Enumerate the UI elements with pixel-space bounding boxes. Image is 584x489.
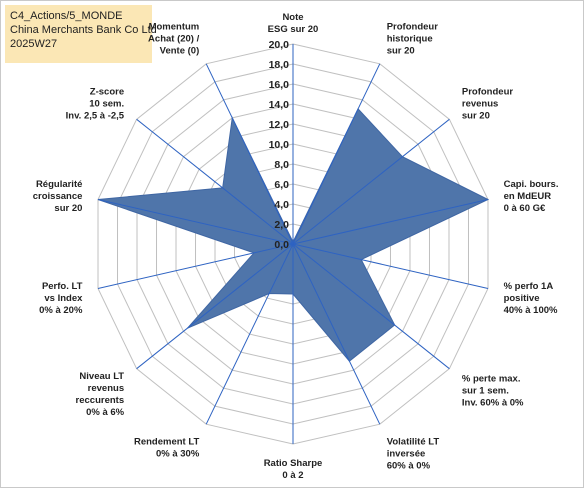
axis-label-12: Z-score 10 sem. Inv. 2,5 à -2,5 bbox=[66, 87, 125, 122]
axis-spoke-6 bbox=[292, 243, 381, 425]
axis-label-line: sur 1 sem. bbox=[462, 385, 509, 396]
tick-label: 4,0 bbox=[274, 199, 289, 211]
axis-label-line: Profondeur bbox=[387, 21, 438, 32]
axis-label-line: historique bbox=[387, 33, 433, 44]
axis-label-line: Perfo. LT bbox=[42, 281, 83, 292]
axis-label-line: Niveau LT bbox=[79, 371, 124, 382]
axis-label-line: Régularité bbox=[36, 179, 82, 190]
axis-label-line: positive bbox=[504, 293, 540, 304]
axis-label-8: Rendement LT 0% à 30% bbox=[134, 437, 200, 460]
axis-label-line: Z-score bbox=[90, 87, 124, 98]
tick-label: 0,0 bbox=[274, 239, 289, 251]
axis-spoke-1 bbox=[292, 63, 381, 245]
axis-label-line: 0 à 2 bbox=[282, 470, 303, 481]
axis-spoke-2 bbox=[292, 118, 450, 245]
axis-spoke-5 bbox=[292, 243, 450, 370]
axis-label-line: % perfo 1A bbox=[504, 281, 554, 292]
chart-title-box: C4_Actions/5_MONDE China Merchants Bank … bbox=[5, 5, 157, 63]
tick-label: 2,0 bbox=[274, 219, 289, 231]
axis-label-line: 0% à 6% bbox=[86, 407, 125, 418]
axis-label-6: Volatilité LT inversée 60% à 0% bbox=[387, 437, 440, 472]
axis-spoke-10 bbox=[97, 243, 294, 289]
axis-label-line: 60% à 0% bbox=[387, 461, 431, 472]
axis-label-line: 0% à 30% bbox=[156, 449, 200, 460]
axis-label-line: sur 20 bbox=[387, 45, 415, 56]
axis-label-line: 0% à 20% bbox=[39, 305, 83, 316]
tick-label: 20,0 bbox=[269, 39, 290, 51]
axis-label-line: en MdEUR bbox=[504, 191, 552, 202]
axis-spoke-8 bbox=[205, 243, 294, 425]
axis-spoke-12 bbox=[136, 118, 294, 245]
axis-label-line: Vente (0) bbox=[160, 45, 200, 56]
axis-label-13: Momentum Achat (20) / Vente (0) bbox=[148, 21, 200, 56]
axis-label-1: Profondeur historique sur 20 bbox=[387, 21, 438, 56]
tick-label: 12,0 bbox=[269, 119, 290, 131]
axis-label-line: Note bbox=[282, 12, 303, 23]
axis-label-line: % perte max. bbox=[462, 373, 521, 384]
axis-label-2: Profondeur revenus sur 20 bbox=[462, 87, 513, 122]
axis-label-line: reccurents bbox=[76, 395, 125, 406]
axis-label-line: Volatilité LT bbox=[387, 437, 440, 448]
axis-label-line: Inv. 60% à 0% bbox=[462, 397, 524, 408]
axis-label-line: sur 20 bbox=[54, 203, 82, 214]
axis-label-line: 0 à 60 G€ bbox=[504, 203, 546, 214]
axis-label-line: Momentum bbox=[149, 21, 200, 32]
axis-label-9: Niveau LT revenus reccurents 0% à 6% bbox=[76, 371, 125, 418]
axis-label-10: Perfo. LT vs Index 0% à 20% bbox=[39, 281, 83, 316]
axis-label-11: Régularité croissance sur 20 bbox=[33, 179, 83, 214]
axis-label-4: % perfo 1A positive 40% à 100% bbox=[504, 281, 558, 316]
tick-label: 10,0 bbox=[269, 139, 290, 151]
axis-label-7: Ratio Sharpe 0 à 2 bbox=[264, 458, 323, 481]
axis-spoke-9 bbox=[136, 243, 294, 370]
title-line-company: China Merchants Bank Co Ltd bbox=[10, 24, 157, 36]
axis-label-0: Note ESG sur 20 bbox=[268, 12, 319, 35]
axis-label-5: % perte max. sur 1 sem. Inv. 60% à 0% bbox=[462, 373, 524, 408]
axis-label-line: inversée bbox=[387, 449, 426, 460]
axis-label-line: Achat (20) / bbox=[148, 33, 200, 44]
axis-label-line: Ratio Sharpe bbox=[264, 458, 323, 469]
axis-label-line: Profondeur bbox=[462, 87, 513, 98]
axis-label-line: ESG sur 20 bbox=[268, 24, 319, 35]
axis-label-line: sur 20 bbox=[462, 111, 490, 122]
axis-spoke-4 bbox=[292, 243, 489, 289]
axis-label-line: 40% à 100% bbox=[504, 305, 558, 316]
axis-spoke-3 bbox=[292, 199, 489, 245]
axis-spoke-13 bbox=[205, 63, 294, 245]
tick-label: 6,0 bbox=[274, 179, 289, 191]
title-line-category: C4_Actions/5_MONDE bbox=[10, 10, 123, 22]
axis-label-line: revenus bbox=[88, 383, 124, 394]
axis-label-line: croissance bbox=[33, 191, 83, 202]
axis-label-line: Capi. bours. bbox=[504, 179, 559, 190]
tick-label: 8,0 bbox=[274, 159, 289, 171]
tick-label: 14,0 bbox=[269, 99, 290, 111]
axis-label-line: Inv. 2,5 à -2,5 bbox=[66, 111, 125, 122]
axis-label-line: Rendement LT bbox=[134, 437, 199, 448]
tick-label: 16,0 bbox=[269, 79, 290, 91]
axis-label-3: Capi. bours. en MdEUR 0 à 60 G€ bbox=[504, 179, 559, 214]
axis-label-line: 10 sem. bbox=[89, 99, 124, 110]
axis-spoke-11 bbox=[97, 199, 294, 245]
axis-label-line: vs Index bbox=[44, 293, 83, 304]
axis-label-line: revenus bbox=[462, 99, 498, 110]
tick-label: 18,0 bbox=[269, 59, 290, 71]
title-line-week: 2025W27 bbox=[10, 38, 58, 50]
